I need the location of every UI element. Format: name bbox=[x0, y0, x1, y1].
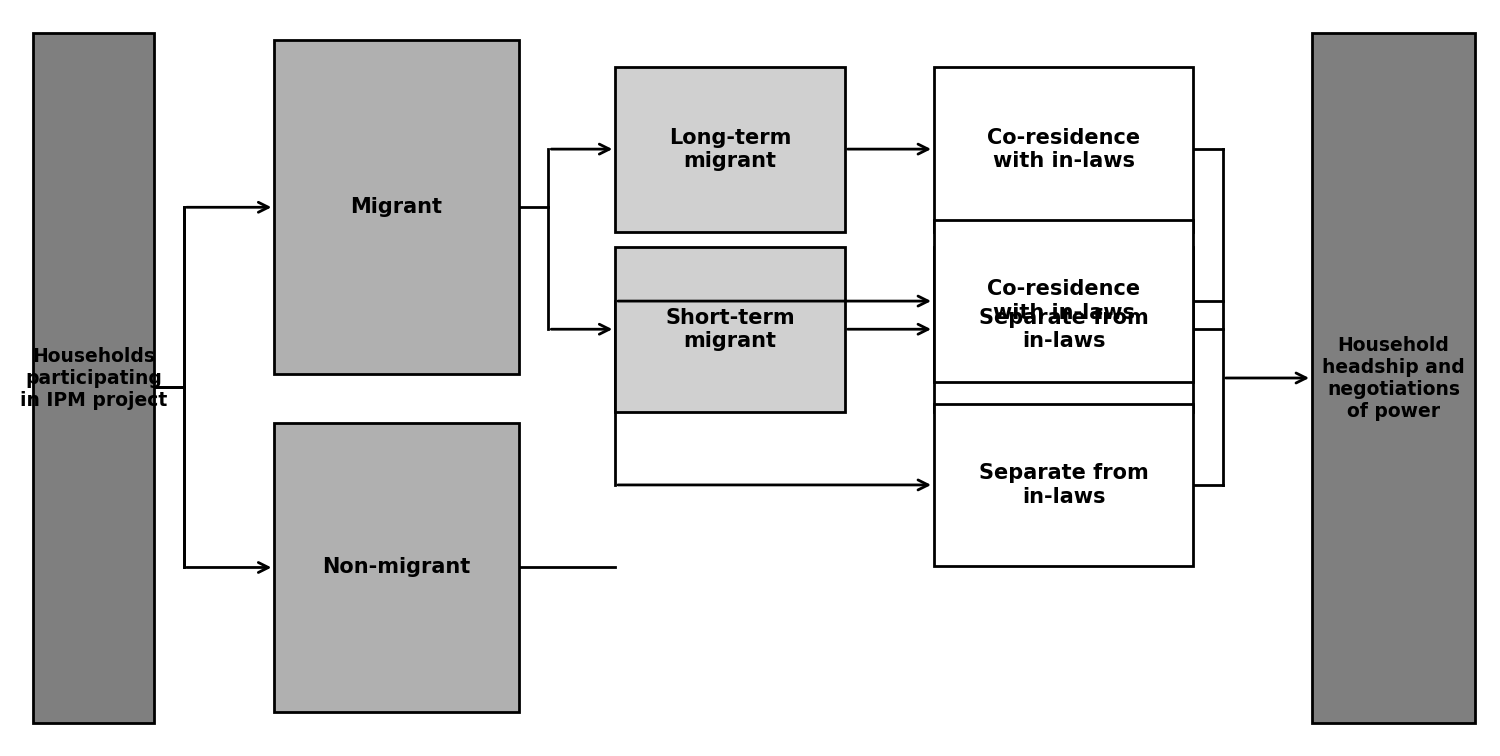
Text: Co-residence
with in-laws: Co-residence with in-laws bbox=[987, 280, 1140, 323]
Bar bbox=[274, 40, 519, 374]
Text: Co-residence
with in-laws: Co-residence with in-laws bbox=[987, 128, 1140, 171]
Text: Household
headship and
negotiations
of power: Household headship and negotiations of p… bbox=[1322, 336, 1466, 420]
Text: Short-term
migrant: Short-term migrant bbox=[666, 308, 795, 351]
Text: Long-term
migrant: Long-term migrant bbox=[669, 128, 792, 171]
Bar bbox=[274, 423, 519, 712]
Text: Separate from
in-laws: Separate from in-laws bbox=[978, 463, 1149, 507]
Text: Separate from
in-laws: Separate from in-laws bbox=[978, 308, 1149, 351]
Bar bbox=[934, 404, 1194, 565]
Bar bbox=[33, 33, 154, 723]
Bar bbox=[615, 67, 844, 231]
Text: Households
participating
in IPM project: Households participating in IPM project bbox=[20, 346, 166, 410]
Bar bbox=[934, 67, 1194, 231]
Text: Migrant: Migrant bbox=[351, 197, 442, 217]
Bar bbox=[934, 221, 1194, 382]
Bar bbox=[934, 246, 1194, 412]
Bar bbox=[615, 246, 844, 412]
Bar bbox=[1312, 33, 1474, 723]
Text: Non-migrant: Non-migrant bbox=[322, 557, 471, 578]
